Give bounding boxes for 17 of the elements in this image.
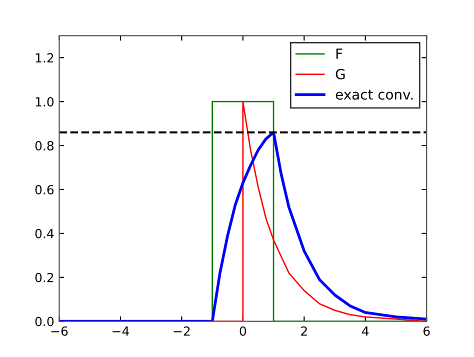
y-tick-label: 0.0: [35, 316, 54, 326]
y-tick-label: 0.6: [35, 184, 54, 194]
y-tick-label: 0.2: [35, 272, 54, 282]
x-tick-label: −2: [174, 326, 190, 336]
x-tick-label: 6: [423, 326, 430, 336]
legend-label: exact conv.: [336, 90, 413, 100]
y-tick-label: 1.2: [36, 53, 54, 62]
x-tick-label: 4: [362, 326, 369, 336]
legend-label: F: [336, 48, 342, 59]
x-tick-label: −6: [51, 326, 68, 336]
y-tick-label: 0.4: [35, 228, 54, 238]
x-tick-label: 2: [301, 326, 307, 336]
y-tick-label: 0.8: [35, 141, 54, 150]
y-tick-label: 1.0: [36, 97, 54, 107]
x-tick-label: −4: [112, 326, 129, 336]
legend-label: G: [336, 68, 345, 80]
x-tick-label: 0: [240, 326, 246, 336]
